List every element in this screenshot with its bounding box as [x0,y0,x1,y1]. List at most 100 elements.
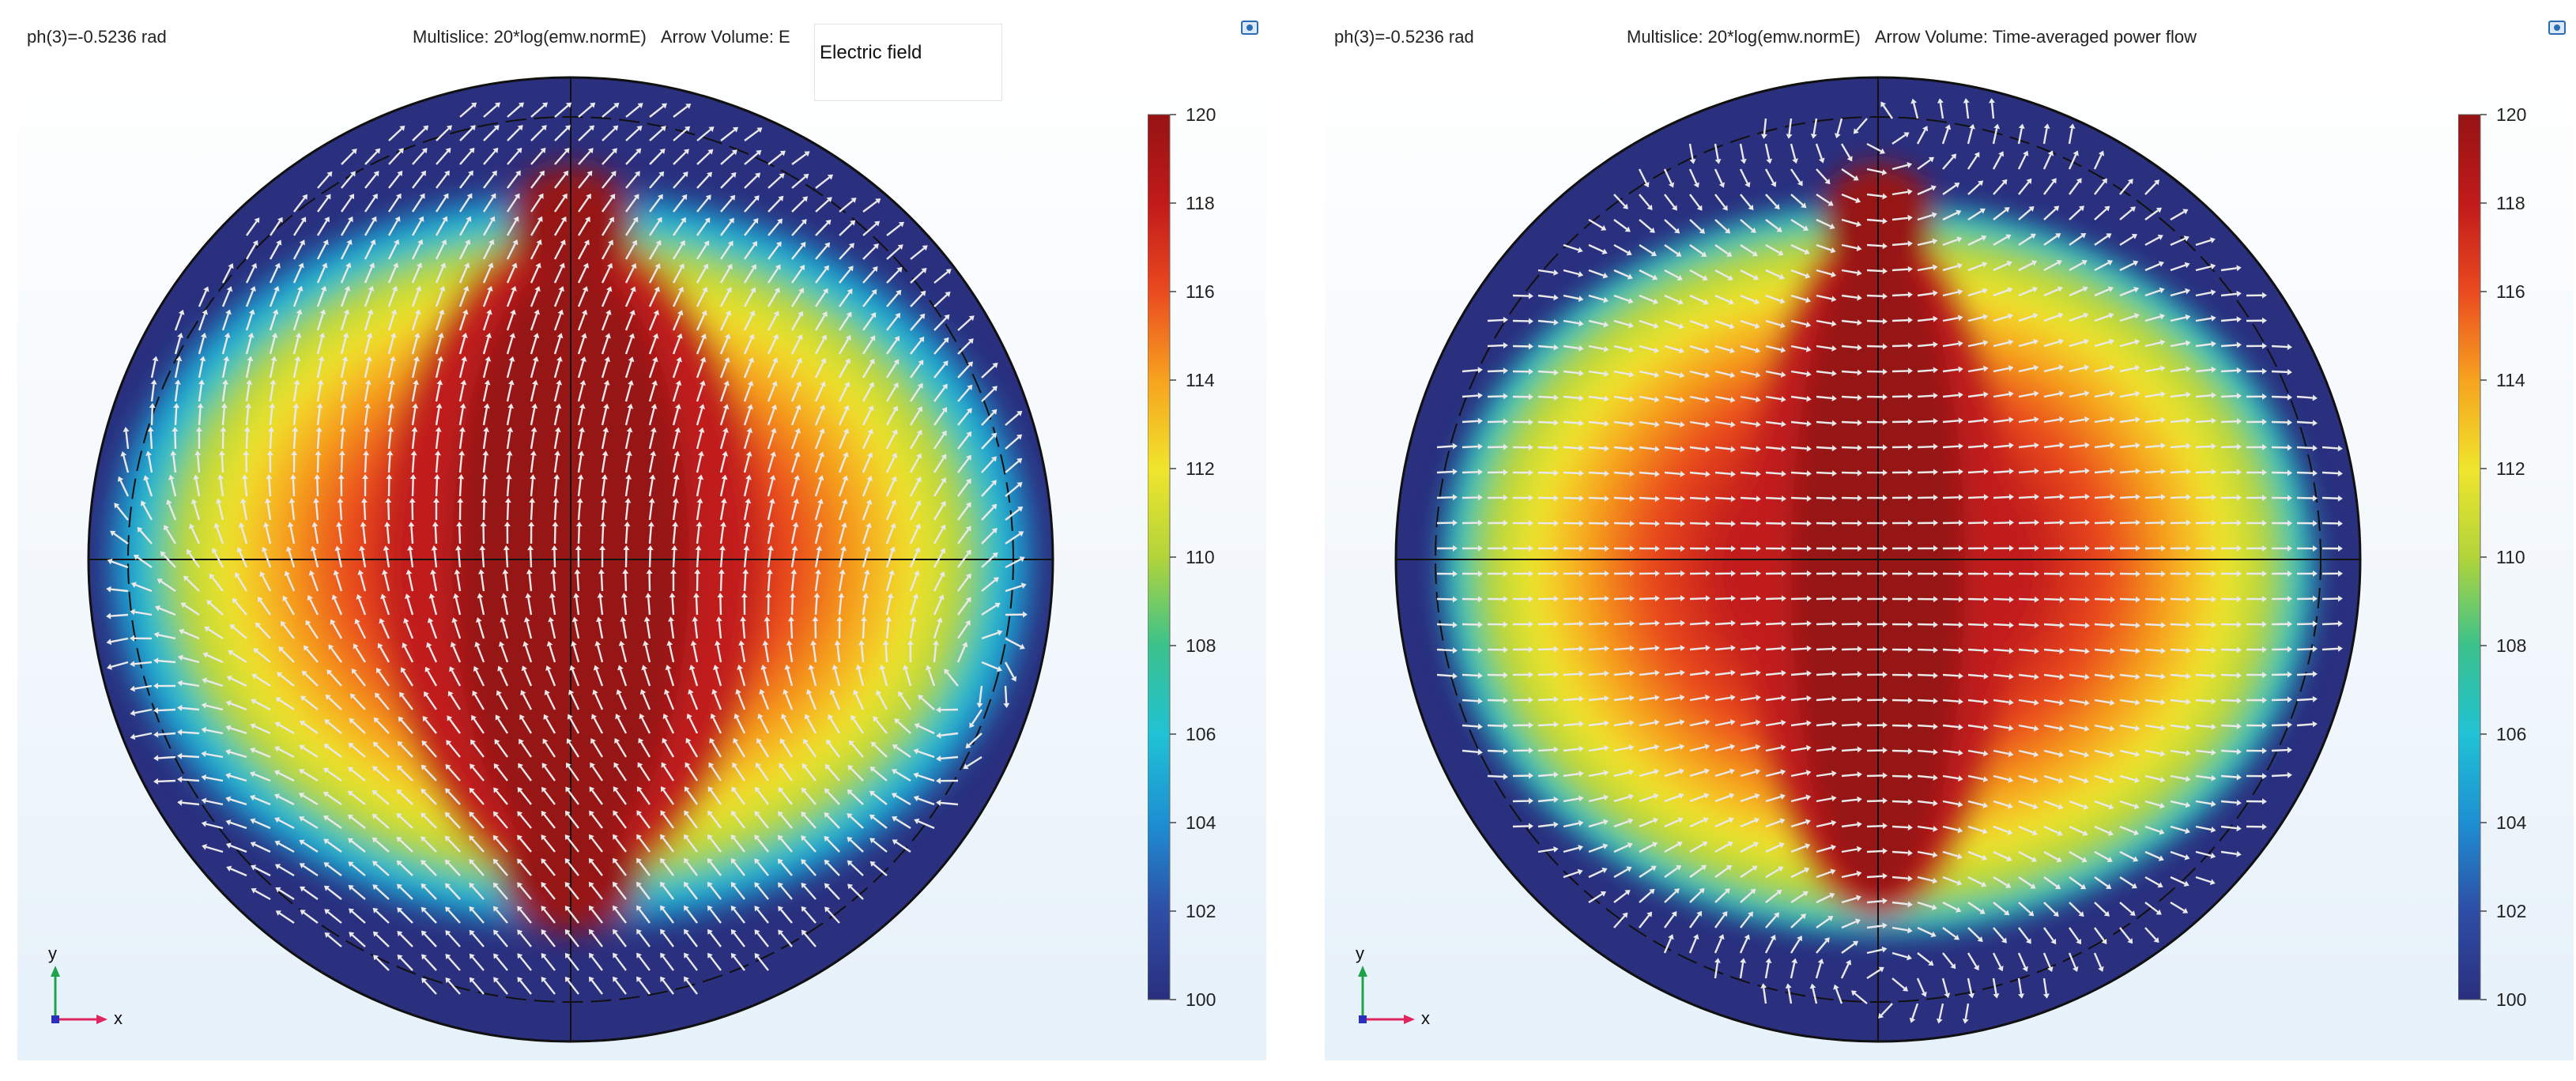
field-arrow-head [348,766,354,773]
field-arrow-head [605,309,612,315]
plot-window-electric-field[interactable]: ph(3)=-0.5236 rad Multislice: 20*log(emw… [17,16,1266,1060]
field-arrow-head [164,525,169,531]
field-arrow-head [308,570,315,576]
field-arrow-head [1761,134,1767,139]
field-arrow-head [652,333,659,339]
field-arrow [496,980,508,995]
field-arrow-head [1781,595,1786,602]
field-arrow-head [1477,571,1483,578]
field-arrow-head [786,640,793,646]
field-arrow [2220,724,2238,728]
field-arrow-head [823,265,829,271]
field-arrow-head [1781,669,1786,676]
field-arrow-head [1978,180,1984,186]
field-arrow-head [204,626,210,632]
field-arrow-head [492,170,497,176]
field-arrow [696,384,703,402]
field-arrow-head [1817,959,1824,964]
field-arrow [2094,469,2111,474]
field-arrow [316,408,321,426]
field-arrow-head [2135,493,2140,500]
field-arrow [2170,342,2186,348]
field-arrow [2195,724,2212,729]
field-arrow-head [749,333,755,340]
field-arrow-head [1528,772,1533,779]
field-arrow [662,932,674,947]
image-snapshot-icon[interactable] [1241,21,1258,35]
field-arrow [2018,623,2035,627]
field-arrow-head [1714,158,1722,164]
field-arrow-head [2186,417,2191,424]
image-snapshot-icon[interactable] [2548,21,2566,35]
field-arrow-head [1578,520,1584,527]
field-arrow-head [803,738,809,745]
field-arrow [1917,369,1934,373]
field-arrow [316,478,319,497]
field-arrow [623,597,628,616]
field-arrow [2119,181,2131,195]
field-arrow [1967,522,1985,525]
field-arrow-head [630,286,636,292]
field-arrow-head [801,835,807,842]
field-arrow [639,741,651,758]
field-arrow [142,504,153,521]
field-arrow [909,457,920,473]
field-arrow [387,266,397,284]
field-arrow [458,266,468,284]
field-arrow [1765,891,1779,903]
field-arrow [229,774,247,782]
field-arrow-head [391,285,398,292]
field-arrow-head [2186,724,2191,731]
field-arrow [839,292,850,307]
field-arrow-head [1857,469,1862,476]
field-arrow [458,525,462,544]
field-arrow [2170,394,2186,398]
field-plot[interactable] [1325,16,2574,1060]
plot-window-power-flow[interactable]: ph(3)=-0.5236 rad Multislice: 20*log(emw… [1325,16,2574,1060]
field-arrow [760,693,770,710]
field-arrow [1740,770,1756,778]
field-arrow [302,842,319,853]
field-arrow [519,980,532,995]
field-arrow-head [396,789,402,795]
field-arrow-head [643,640,649,646]
field-arrow [1891,951,1908,959]
field-arrow-head [1857,746,1862,753]
field-arrow [1835,988,1843,1004]
field-arrow-head [339,427,346,432]
field-arrow [353,671,366,687]
field-arrow-head [1806,470,1812,477]
field-arrow-head [130,733,136,740]
field-arrow-head [372,861,379,867]
field-arrow-head [226,865,232,872]
field-plot[interactable] [17,16,1266,1060]
field-arrow [1917,901,1933,909]
field-arrow-head [346,239,353,246]
field-arrow [2018,288,2034,297]
field-arrow-head [1993,993,2000,999]
field-arrow [1841,823,1858,828]
field-arrow [409,550,414,568]
field-arrow [577,313,586,331]
field-arrow [815,199,830,213]
field-arrow [2094,724,2110,730]
field-arrow [1563,772,1579,778]
field-arrow-head [636,810,643,816]
field-arrow-head [579,403,586,409]
field-arrow [1689,794,1706,803]
field-arrow [482,384,488,402]
field-arrow-head [1878,1012,1884,1019]
field-arrow-head [510,309,516,315]
field-arrow-head [1882,747,1888,754]
field-arrow [2069,774,2085,782]
field-arrow-head [609,217,614,223]
field-arrow [500,645,509,663]
field-arrow-head [1774,203,1780,210]
field-arrow-head [1603,794,1609,801]
field-arrow [458,196,471,213]
field-arrow-head [1477,748,1483,755]
field-arrow [1537,294,1555,299]
field-arrow [860,644,865,663]
field-arrow-head [1933,621,1938,628]
field-arrow-head [1882,671,1888,678]
